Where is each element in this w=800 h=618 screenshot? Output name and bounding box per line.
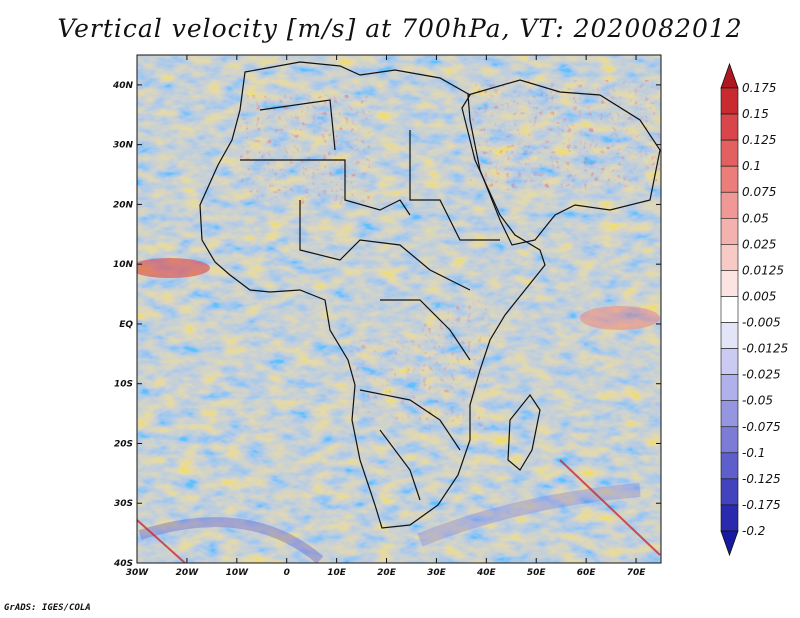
x-tick-label: 50E — [527, 568, 547, 578]
x-tick-label: 20E — [377, 568, 397, 578]
colorbar-label: 0.175 — [742, 81, 776, 95]
colorbar-label: -0.005 — [742, 316, 781, 330]
colorbar-label: 0.0125 — [742, 263, 784, 277]
colorbar-label: -0.1 — [742, 446, 765, 460]
colorbar-label: -0.075 — [742, 420, 781, 434]
y-tick-label: EQ — [119, 320, 133, 330]
x-tick-label: 30E — [427, 568, 447, 578]
colorbar-label: -0.0125 — [742, 342, 788, 356]
colorbar-label: -0.2 — [742, 524, 765, 538]
colorbar-top-arrow — [720, 62, 739, 89]
colorbar: 0.175 0.15 0.125 0.1 0.075 0.05 0.025 0.0125 0.0… — [720, 62, 788, 557]
colorbar-swatch — [720, 426, 739, 454]
colorbar-swatch — [720, 87, 739, 115]
chart-title: Vertical velocity [m/s] at 700hPa, VT: 2… — [57, 14, 743, 43]
x-tick-label: 60E — [577, 568, 597, 578]
y-tick-label: 30N — [113, 141, 134, 151]
colorbar-swatch — [720, 217, 739, 245]
colorbar-label: 0.075 — [742, 185, 776, 199]
axis-ticks: 30W 20W 10W 0 10E 20E 30E 40E 50E 60E 70E 40N 30N 20N… — [112, 55, 661, 578]
x-tick-label: 30W — [126, 568, 150, 578]
colorbar-label: 0.005 — [742, 289, 776, 303]
x-tick-label: 40E — [476, 568, 497, 578]
colorbar-swatch — [720, 113, 739, 141]
colorbar-label: -0.125 — [742, 472, 781, 486]
colorbar-swatch — [720, 270, 739, 297]
plot-frame — [136, 54, 662, 564]
colorbar-swatch — [720, 244, 739, 271]
x-tick-label: 70E — [627, 568, 647, 578]
colorbar-label: 0.1 — [742, 159, 761, 173]
colorbar-label: -0.025 — [742, 368, 781, 382]
y-tick-label: 10S — [114, 380, 133, 390]
colorbar-label: 0.025 — [742, 237, 776, 251]
colorbar-swatch — [720, 504, 739, 532]
colorbar-label: 0.125 — [742, 133, 776, 147]
colorbar-label: 0.05 — [742, 211, 769, 225]
y-tick-label: 20S — [114, 439, 133, 449]
colorbar-swatch — [720, 400, 739, 428]
footer-credit: GrADS: IGES/COLA — [4, 603, 91, 613]
y-tick-label: 40N — [112, 81, 134, 91]
colorbar-label: -0.175 — [742, 498, 781, 512]
colorbar-swatch — [720, 374, 739, 402]
colorbar-swatch — [720, 348, 739, 375]
y-tick-label: 30S — [114, 499, 133, 509]
y-tick-label: 10N — [113, 260, 134, 270]
colorbar-swatch — [720, 191, 739, 219]
colorbar-swatch — [720, 165, 739, 193]
colorbar-label: 0.15 — [742, 107, 769, 121]
coastline-outline — [199, 61, 661, 529]
x-tick-label: 20W — [176, 568, 200, 578]
colorbar-swatch — [720, 452, 739, 480]
velocity-field — [137, 55, 661, 563]
y-tick-label: 40S — [113, 559, 133, 569]
x-tick-label: 10W — [226, 568, 250, 578]
colorbar-swatch — [720, 139, 739, 167]
colorbar-swatch — [720, 478, 739, 506]
colorbar-bottom-arrow — [720, 530, 739, 557]
y-tick-label: 20N — [113, 200, 134, 210]
x-tick-label: 0 — [284, 568, 290, 578]
x-tick-label: 10E — [327, 568, 347, 578]
colorbar-swatch — [720, 322, 739, 349]
colorbar-swatch — [720, 296, 739, 323]
colorbar-label: -0.05 — [742, 394, 773, 408]
